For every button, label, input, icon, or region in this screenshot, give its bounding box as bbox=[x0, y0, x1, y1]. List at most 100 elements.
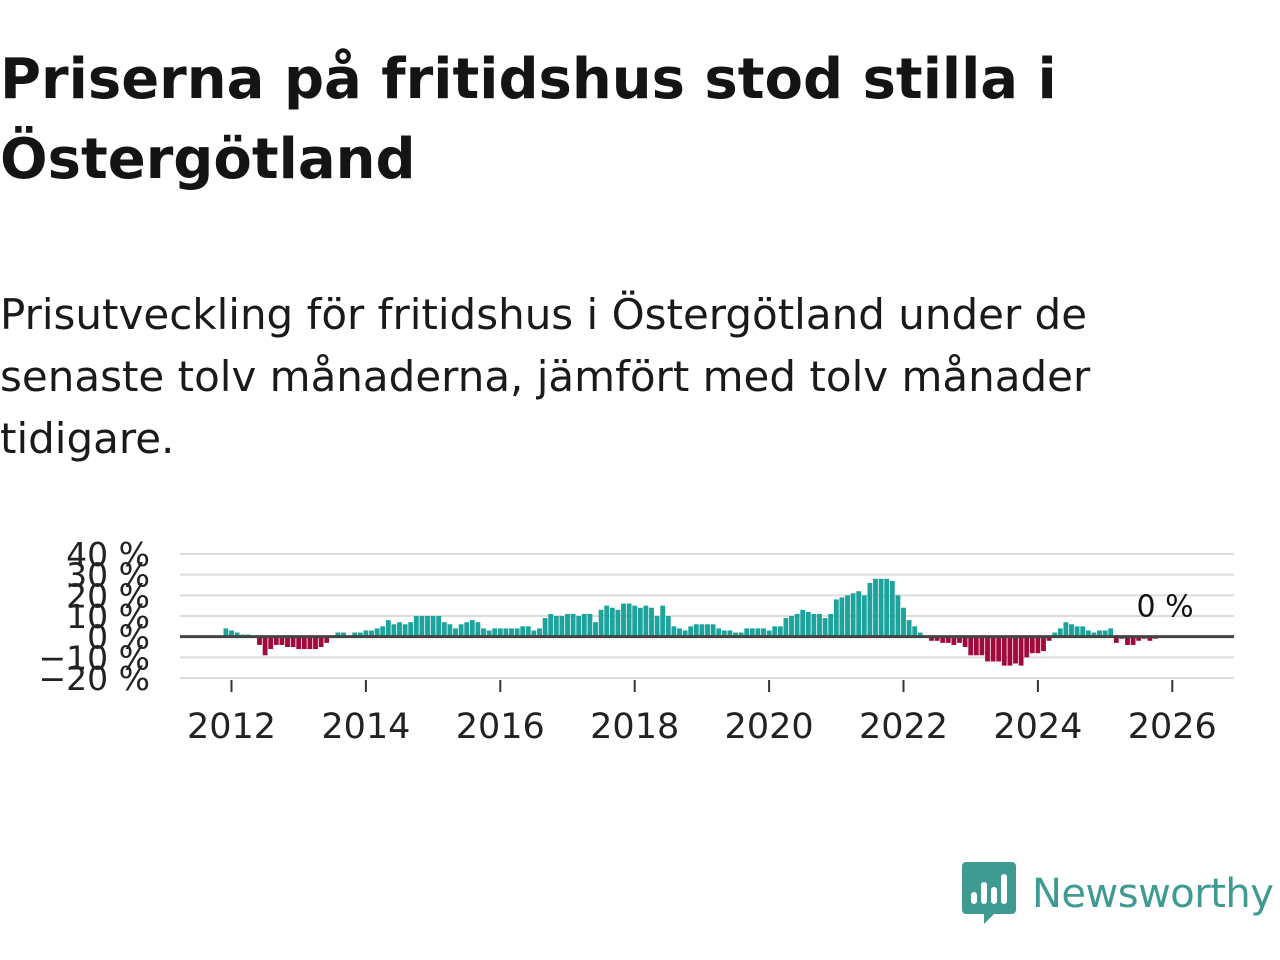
bar bbox=[593, 622, 598, 637]
bars bbox=[223, 578, 1158, 666]
bar bbox=[1097, 630, 1102, 637]
bar bbox=[912, 626, 918, 637]
bar bbox=[313, 636, 318, 650]
bar bbox=[800, 609, 806, 637]
bar bbox=[1013, 636, 1018, 664]
bar bbox=[649, 607, 654, 637]
bar bbox=[1085, 630, 1091, 637]
bar bbox=[621, 603, 626, 637]
x-tick-label: 2014 bbox=[321, 707, 410, 740]
bar bbox=[570, 613, 576, 637]
bar bbox=[520, 626, 526, 637]
bar bbox=[811, 613, 817, 637]
bar bbox=[839, 597, 845, 637]
bar bbox=[805, 611, 811, 637]
bar bbox=[828, 613, 834, 637]
bar bbox=[609, 607, 615, 637]
bar bbox=[581, 613, 587, 637]
bar bbox=[1102, 630, 1108, 637]
bar bbox=[391, 624, 397, 637]
bar bbox=[1147, 636, 1153, 641]
bar bbox=[929, 636, 934, 641]
bar bbox=[867, 582, 873, 637]
bar bbox=[968, 636, 974, 656]
bar bbox=[738, 632, 744, 637]
bar bbox=[531, 630, 537, 637]
x-tick-label: 2018 bbox=[590, 707, 679, 740]
bar bbox=[430, 616, 436, 637]
bar bbox=[710, 624, 716, 637]
bar bbox=[576, 616, 582, 637]
bar bbox=[257, 636, 262, 645]
bar bbox=[1035, 636, 1041, 654]
bar bbox=[733, 632, 738, 637]
bar bbox=[357, 632, 363, 637]
bar bbox=[615, 609, 621, 637]
bar bbox=[548, 613, 554, 637]
bar bbox=[951, 636, 957, 645]
bar bbox=[559, 616, 565, 637]
bar bbox=[962, 636, 968, 647]
y-tick-label: 0 % bbox=[87, 618, 150, 657]
bar bbox=[1041, 636, 1046, 652]
bar bbox=[721, 630, 727, 637]
bar bbox=[229, 630, 234, 637]
bar bbox=[352, 632, 358, 637]
bar bbox=[1130, 636, 1136, 645]
bar bbox=[940, 636, 946, 643]
bar bbox=[1091, 632, 1097, 637]
bar bbox=[385, 620, 391, 637]
bar bbox=[475, 622, 481, 637]
bar bbox=[453, 628, 458, 637]
bar bbox=[1113, 636, 1119, 643]
bar bbox=[1024, 636, 1030, 658]
bar-chart: 40 %30 %20 %10 %0 %−10 %−20 % 2012 2014 20… bbox=[39, 535, 1234, 740]
bar bbox=[234, 632, 240, 637]
x-tick-label: 2022 bbox=[859, 707, 948, 740]
bar bbox=[643, 605, 649, 637]
bar bbox=[604, 605, 610, 637]
chart-title: Priserna på fritidshus stod stilla i Öst… bbox=[0, 47, 1057, 192]
bar bbox=[301, 636, 307, 650]
brand-name: Newsworthy bbox=[1032, 871, 1274, 917]
bar bbox=[587, 613, 593, 637]
y-tick-label: 10 % bbox=[66, 597, 150, 636]
bar bbox=[850, 593, 856, 637]
bar bbox=[699, 624, 705, 637]
bar bbox=[497, 628, 503, 637]
bar bbox=[369, 630, 374, 637]
bar bbox=[509, 628, 514, 637]
bar bbox=[447, 624, 453, 637]
bar bbox=[766, 630, 772, 637]
bar bbox=[324, 636, 330, 643]
bar bbox=[1063, 622, 1069, 637]
bar bbox=[290, 636, 296, 647]
bar bbox=[693, 624, 699, 637]
bar bbox=[637, 607, 643, 637]
bar bbox=[749, 628, 755, 637]
bar bbox=[945, 636, 951, 643]
bar bbox=[705, 624, 710, 637]
bar bbox=[632, 605, 638, 637]
bar bbox=[307, 636, 313, 650]
bar bbox=[481, 628, 486, 637]
bar bbox=[1136, 636, 1142, 641]
bar bbox=[464, 622, 470, 637]
bar bbox=[419, 616, 425, 637]
bar bbox=[884, 578, 890, 637]
bar bbox=[895, 595, 901, 637]
x-tick-label: 2020 bbox=[725, 707, 814, 740]
bar bbox=[279, 636, 285, 645]
bar bbox=[665, 616, 671, 637]
bar bbox=[856, 591, 862, 637]
bar bbox=[934, 636, 940, 641]
bar bbox=[486, 630, 492, 637]
bar bbox=[889, 580, 895, 637]
bar bbox=[363, 630, 369, 637]
bar bbox=[273, 636, 279, 645]
bar bbox=[772, 626, 778, 637]
y-tick-label: 20 % bbox=[66, 576, 150, 615]
bar bbox=[1018, 636, 1024, 666]
bar bbox=[682, 630, 688, 637]
bar bbox=[537, 628, 542, 637]
